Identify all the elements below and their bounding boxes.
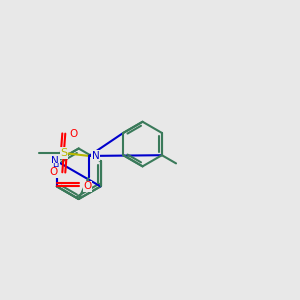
Text: S: S — [60, 148, 68, 158]
Text: O: O — [50, 167, 58, 177]
Text: N: N — [51, 156, 59, 166]
Text: H: H — [52, 163, 58, 172]
Text: O: O — [83, 182, 92, 191]
Text: N: N — [92, 151, 100, 161]
Text: O: O — [70, 129, 78, 139]
